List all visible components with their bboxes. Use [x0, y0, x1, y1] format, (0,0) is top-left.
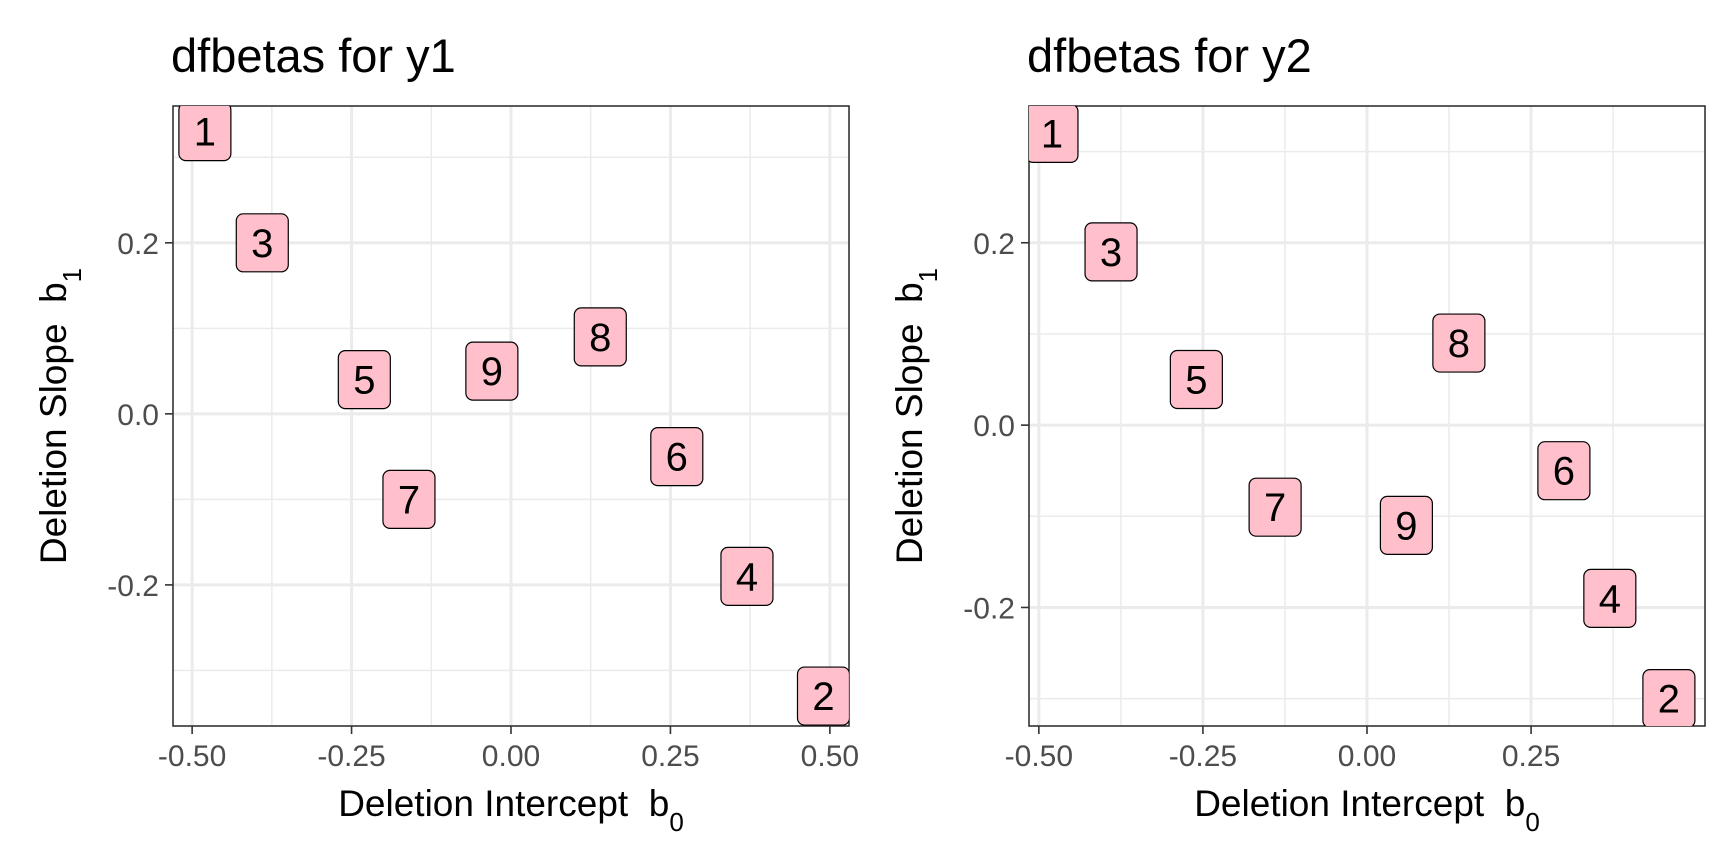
point-label-box — [796, 666, 849, 726]
point-label-text: 6 — [1553, 450, 1575, 494]
y-axis-title: Deletion Slope b1 — [889, 268, 943, 564]
panel-title: dfbetas for y2 — [1027, 29, 1312, 82]
point-label-text: 3 — [1100, 231, 1122, 275]
point-labels: 1 2 3 4 5 6 7 8 9 — [178, 106, 849, 726]
point-label-1: 1 — [1029, 106, 1079, 163]
point-label-box — [1583, 568, 1637, 628]
point-label-text: 5 — [1185, 359, 1207, 403]
point-label-box — [1248, 477, 1302, 537]
point-label-text: 3 — [251, 222, 273, 266]
point-label-text: 4 — [1599, 577, 1621, 621]
x-tick-label: -0.50 — [158, 740, 226, 773]
point-label-2: 2 — [796, 666, 849, 726]
point-label-9: 9 — [1379, 495, 1433, 556]
point-label-text: 2 — [1658, 678, 1680, 722]
x-tick-label: 0.00 — [1338, 740, 1396, 773]
point-label-box — [465, 341, 519, 401]
y-tick-label: -0.2 — [963, 592, 1015, 625]
point-labels: 1 2 3 4 5 6 7 8 9 — [1029, 106, 1696, 726]
point-label-text: 6 — [666, 436, 688, 480]
point-label-box — [1537, 441, 1591, 501]
point-label-box — [337, 350, 391, 410]
point-label-text: 4 — [736, 555, 758, 599]
point-label-5: 5 — [1169, 349, 1223, 410]
point-label-text: 7 — [1264, 486, 1286, 530]
point-label-text: 5 — [353, 359, 375, 403]
point-label-6: 6 — [650, 427, 704, 487]
x-axis-title: Deletion Intercept b0 — [338, 783, 684, 837]
point-label-4: 4 — [720, 546, 774, 606]
point-label-text: 1 — [194, 111, 216, 155]
point-label-text: 8 — [1448, 322, 1470, 366]
point-label-7: 7 — [1248, 477, 1302, 537]
point-label-box — [573, 307, 627, 367]
point-label-box — [382, 469, 436, 529]
panel-title: dfbetas for y1 — [171, 29, 456, 82]
panel-1: -0.50 -0.25 0.00 0.25 0.50 -0.2 0.0 0.2 1 2 3 4 5 6 7 8… — [33, 29, 859, 837]
point-label-8: 8 — [573, 307, 627, 367]
point-label-box — [1029, 106, 1079, 163]
point-label-box — [235, 213, 289, 273]
point-label-text: 9 — [1395, 504, 1417, 548]
point-label-5: 5 — [337, 350, 391, 410]
x-tick-label: 0.00 — [482, 740, 540, 773]
point-label-box — [1084, 222, 1138, 282]
point-label-8: 8 — [1432, 313, 1486, 373]
point-label-text: 9 — [481, 350, 503, 394]
point-label-7: 7 — [382, 469, 436, 529]
y-tick-label: 0.2 — [117, 228, 159, 261]
point-label-text: 8 — [589, 316, 611, 360]
point-label-4: 4 — [1583, 568, 1637, 628]
y-tick-label: -0.2 — [107, 570, 159, 603]
point-label-1: 1 — [178, 106, 232, 162]
point-label-box — [1642, 669, 1696, 726]
point-label-box — [1379, 495, 1433, 556]
point-label-6: 6 — [1537, 441, 1591, 501]
y-tick-label: 0.0 — [117, 399, 159, 432]
point-label-text: 2 — [812, 675, 834, 719]
panel-2: -0.50 -0.25 0.00 0.25 -0.2 0.0 0.2 1 2 3 4 5 6 7 8 9 dfb… — [889, 29, 1706, 837]
point-label-box — [1432, 313, 1486, 373]
x-tick-label: 0.25 — [641, 740, 699, 773]
point-label-box — [1169, 349, 1223, 410]
point-label-text: 1 — [1041, 112, 1063, 156]
x-tick-label: -0.25 — [317, 740, 385, 773]
x-tick-label: -0.50 — [1005, 740, 1073, 773]
point-label-box — [650, 427, 704, 487]
x-axis-title: Deletion Intercept b0 — [1194, 783, 1540, 837]
y-axis-title: Deletion Slope b1 — [33, 268, 87, 564]
point-label-box — [178, 106, 232, 162]
x-tick-label: 0.25 — [1502, 740, 1560, 773]
y-tick-label: 0.0 — [973, 410, 1015, 443]
point-label-2: 2 — [1642, 669, 1696, 726]
point-label-box — [720, 546, 774, 606]
x-tick-label: -0.25 — [1169, 740, 1237, 773]
point-label-9: 9 — [465, 341, 519, 401]
point-label-3: 3 — [1084, 222, 1138, 282]
x-tick-label: 0.50 — [801, 740, 859, 773]
point-label-text: 7 — [398, 478, 420, 522]
y-tick-label: 0.2 — [973, 228, 1015, 261]
point-label-3: 3 — [235, 213, 289, 273]
